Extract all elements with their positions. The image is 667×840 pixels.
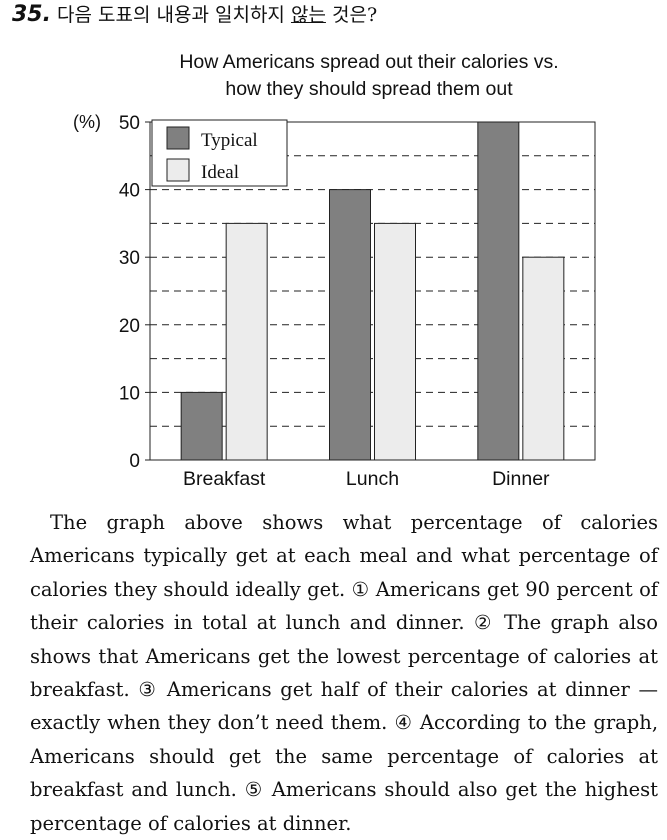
choice-4-marker: ④ <box>394 711 413 735</box>
bar-ideal-dinner <box>522 256 565 461</box>
y-tick-label: 20 <box>119 316 140 337</box>
bar-typical-breakfast <box>180 391 223 461</box>
legend-label-ideal: Ideal <box>201 162 239 183</box>
bar-ideal-lunch <box>374 222 416 461</box>
bar-typical-lunch <box>329 189 371 461</box>
bar-typical-dinner <box>477 121 520 461</box>
y-tick-label: 0 <box>129 451 140 472</box>
plot-frame <box>149 121 596 461</box>
choice-1-text: Americans get 90 percent of their calori… <box>30 577 659 635</box>
chart-title-line2: how they should spread them out <box>225 78 513 100</box>
choice-2-marker: ② <box>473 611 495 635</box>
x-category-label: Dinner <box>492 468 550 490</box>
question-number: 35. <box>12 2 51 27</box>
bar-chart: How Americans spread out their calories … <box>0 40 667 495</box>
bar-ideal-breakfast <box>225 222 268 461</box>
legend-swatch-typical <box>166 126 190 150</box>
y-tick-label: 50 <box>119 113 140 134</box>
choice-5-text: Americans should also get the highest pe… <box>30 778 659 835</box>
legend-label-typical: Typical <box>201 130 258 151</box>
question-header: 35. 다음 도표의 내용과 일치하지 않는 것은? <box>12 0 652 30</box>
chart-title-line1: How Americans spread out their calories … <box>179 51 558 73</box>
x-category-label: Breakfast <box>183 468 266 490</box>
chart-legend: Typical Ideal <box>151 119 288 187</box>
question-text-underlined: 않는 <box>290 4 326 26</box>
question-text: 다음 도표의 내용과 일치하지 <box>57 4 285 26</box>
choice-1-marker: ① <box>351 577 370 601</box>
legend-swatch-ideal <box>166 158 190 182</box>
y-tick-label: 30 <box>119 248 140 269</box>
choice-3-text: Americans get half of their calories at … <box>30 678 658 735</box>
y-axis-label: (%) <box>73 112 101 132</box>
choice-5-marker: ⑤ <box>244 778 264 802</box>
question-text-end: 것은? <box>331 4 378 26</box>
chart-svg: How Americans spread out their calories … <box>73 51 596 490</box>
passage-intro: The graph above shows what percentage of… <box>30 511 658 601</box>
passage: The graph above shows what percentage of… <box>30 506 658 840</box>
choice-3-marker: ③ <box>138 678 159 702</box>
choice-4-text: According to the graph, Americans should… <box>30 711 659 802</box>
y-tick-label: 40 <box>119 181 140 202</box>
choice-2-text: The graph also shows that Americans get … <box>30 611 658 702</box>
y-tick-label: 10 <box>119 383 140 404</box>
x-category-label: Lunch <box>346 468 399 490</box>
